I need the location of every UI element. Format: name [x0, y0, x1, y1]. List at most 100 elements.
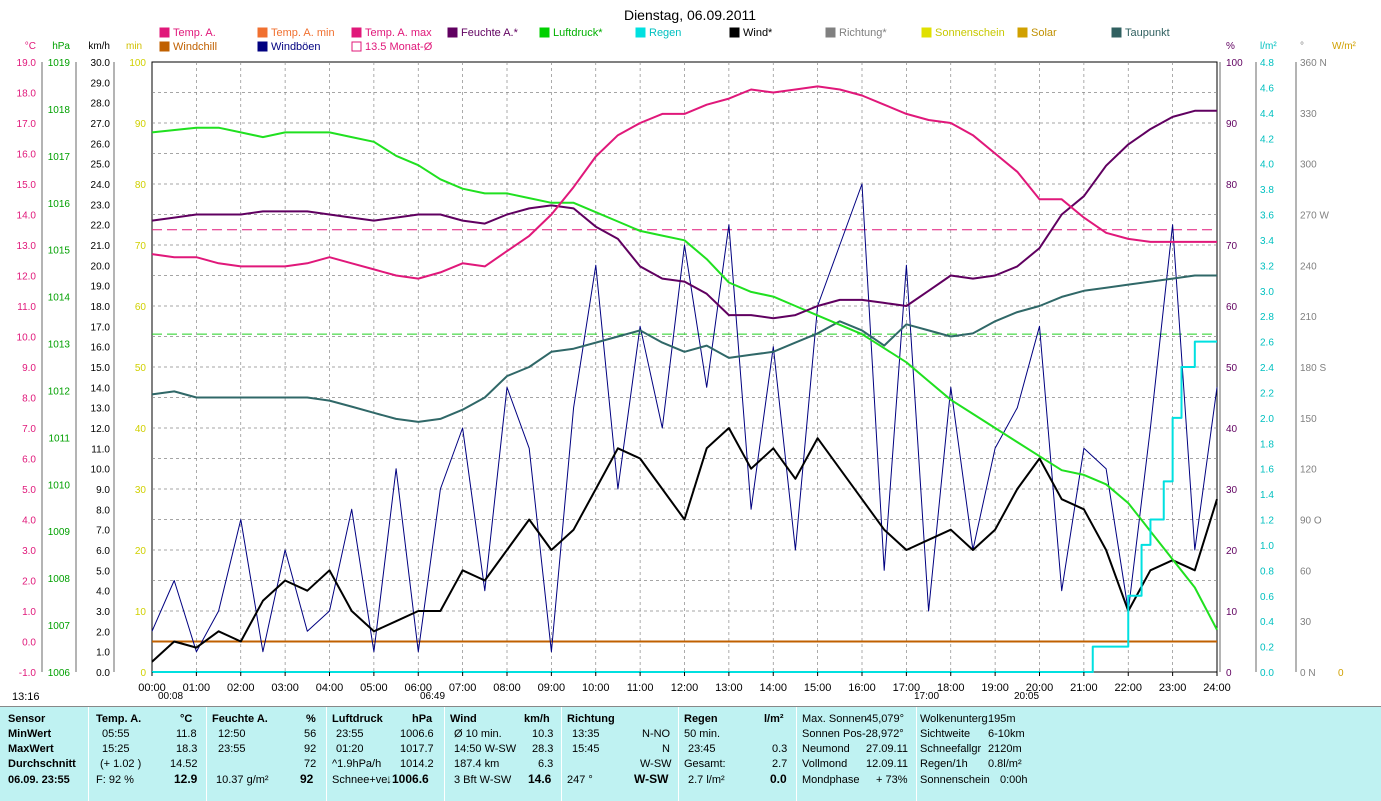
humidity-max-time: 23:55	[218, 743, 246, 755]
wind-distance: 187.4 km	[454, 758, 500, 770]
direction-tick: 240	[1300, 261, 1317, 272]
x-marker-label: 00:08	[158, 691, 183, 702]
temp-tick: 7.0	[22, 424, 36, 435]
wind-max-value: 28.3	[532, 743, 554, 755]
percent-left-tick: 10	[135, 607, 147, 618]
pressure-tick: 1009	[48, 527, 71, 538]
legend-label: Regen	[649, 27, 681, 39]
max-label: MaxWert	[8, 743, 54, 755]
direction-tick: 90 O	[1300, 516, 1322, 527]
x-tick-label: 03:00	[271, 682, 299, 694]
rain-tick: 3.4	[1260, 236, 1274, 247]
temp-tick: 14.0	[17, 211, 37, 222]
legend-swatch	[351, 27, 362, 38]
sensor-header: Sensor	[8, 713, 46, 725]
direction-tick: 180 S	[1300, 363, 1326, 374]
legend-swatch	[729, 27, 740, 38]
humidity-tick: 60	[1226, 302, 1238, 313]
x-marker-label: 06:49	[420, 691, 445, 702]
wind-tick: 21.0	[91, 241, 111, 252]
wind-now-value: 14.6	[528, 772, 552, 786]
rain-tick: 0.4	[1260, 617, 1274, 628]
pressure-tick: 1012	[48, 386, 71, 397]
wind-tick: 12.0	[91, 424, 111, 435]
rain-total-value: 2.7	[772, 758, 788, 770]
weather-chart: Dienstag, 06.09.2011 Temp. A.WindchillTe…	[12, 7, 1357, 703]
direction-tick: 330	[1300, 109, 1317, 120]
wind-tick: 11.0	[91, 444, 110, 455]
temp-tick: 8.0	[22, 394, 36, 405]
pressure-avg-value: 1014.2	[400, 758, 434, 770]
rain-tick: 3.8	[1260, 185, 1274, 196]
humidity-axis-label: %	[1226, 41, 1235, 52]
legend-swatch	[351, 41, 362, 52]
rain-total-label: Gesamt:	[684, 758, 726, 770]
legend-swatch	[159, 27, 170, 38]
moonphase-value: + 73%	[876, 774, 908, 786]
direction-min-value: N-NO	[642, 728, 671, 740]
rain-tick: 1.4	[1260, 490, 1274, 501]
snowline-value: 2120m	[988, 743, 1022, 755]
sun-pos-value: -28,972°	[862, 728, 904, 740]
legend-label: Richtung*	[839, 27, 887, 39]
pressure-tick: 1017	[48, 152, 71, 163]
wind-tick: 17.0	[91, 322, 111, 333]
wind-tick: 13.0	[91, 404, 111, 415]
wind-tick: 27.0	[91, 119, 111, 130]
direction-now-value: W-SW	[634, 772, 669, 786]
series-line	[151, 183, 1218, 653]
percent-left-tick: 50	[135, 363, 147, 374]
rain-max-time: 23:45	[688, 743, 716, 755]
direction-tick: 210	[1300, 312, 1317, 323]
pressure-forecast: Schnee+ve	[332, 774, 388, 786]
legend-label: Feuchte A.*	[461, 27, 519, 39]
wind-tick: 25.0	[91, 160, 111, 171]
legend-swatch	[635, 27, 646, 38]
fullmoon-value: 12.09.11	[866, 758, 909, 770]
temp-humidity-now: F: 92 %	[96, 774, 134, 786]
wind-tick: 3.0	[96, 607, 110, 618]
direction-tick: 30	[1300, 617, 1312, 628]
wind-tick: 9.0	[96, 485, 110, 496]
legend-swatch	[539, 27, 550, 38]
direction-avg-value: W-SW	[640, 758, 672, 770]
direction-degrees: 247 °	[567, 774, 593, 786]
humidity-tick: 20	[1226, 546, 1238, 557]
pressure-unit: hPa	[412, 713, 433, 725]
x-tick-label: 11:00	[627, 682, 654, 694]
visibility-value: 6-10km	[988, 728, 1025, 740]
temp-tick: 3.0	[22, 546, 36, 557]
rain-tick: 3.0	[1260, 287, 1274, 298]
humidity-tick: 70	[1226, 241, 1238, 252]
temp-axis-label: °C	[25, 41, 36, 52]
sun-max-value: 45,079°	[866, 713, 905, 725]
rain-unit: l/m²	[764, 713, 784, 725]
minutes-axis-label: min	[126, 41, 142, 52]
x-tick-label: 02:00	[227, 682, 255, 694]
wind-tick: 5.0	[96, 566, 110, 577]
pressure-tick: 1010	[48, 480, 71, 491]
direction-header: Richtung	[567, 713, 615, 725]
humidity-tick: 50	[1226, 363, 1238, 374]
rain-tick: 3.2	[1260, 261, 1274, 272]
legend-swatch	[1017, 27, 1028, 38]
humidity-avg-value: 72	[304, 758, 317, 770]
series-line	[151, 427, 1218, 663]
rain-header: Regen	[684, 713, 718, 725]
wind-tick: 6.0	[96, 546, 110, 557]
rain-tick: 2.6	[1260, 338, 1274, 349]
temp-header: Temp. A.	[96, 713, 142, 725]
legend: Temp. A. Windchill Temp. A. min Windböen Tem…	[159, 27, 1170, 53]
rain-tick: 1.2	[1260, 516, 1274, 527]
series-line	[151, 85, 1217, 280]
wind-tick: 4.0	[96, 587, 110, 598]
x-tick-label: 04:00	[316, 682, 344, 694]
pressure-trend: ^1.9hPa/h	[332, 758, 382, 770]
pressure-max-value: 1017.7	[400, 743, 434, 755]
wind-avg10-label: Ø 10 min.	[454, 728, 502, 740]
x-tick-label: 00:00	[138, 682, 166, 694]
rain-tick: 3.6	[1260, 211, 1274, 222]
direction-tick: 60	[1300, 566, 1312, 577]
humidity-min-value: 56	[304, 728, 317, 740]
pressure-now-value: ↓1006.6	[386, 772, 429, 786]
